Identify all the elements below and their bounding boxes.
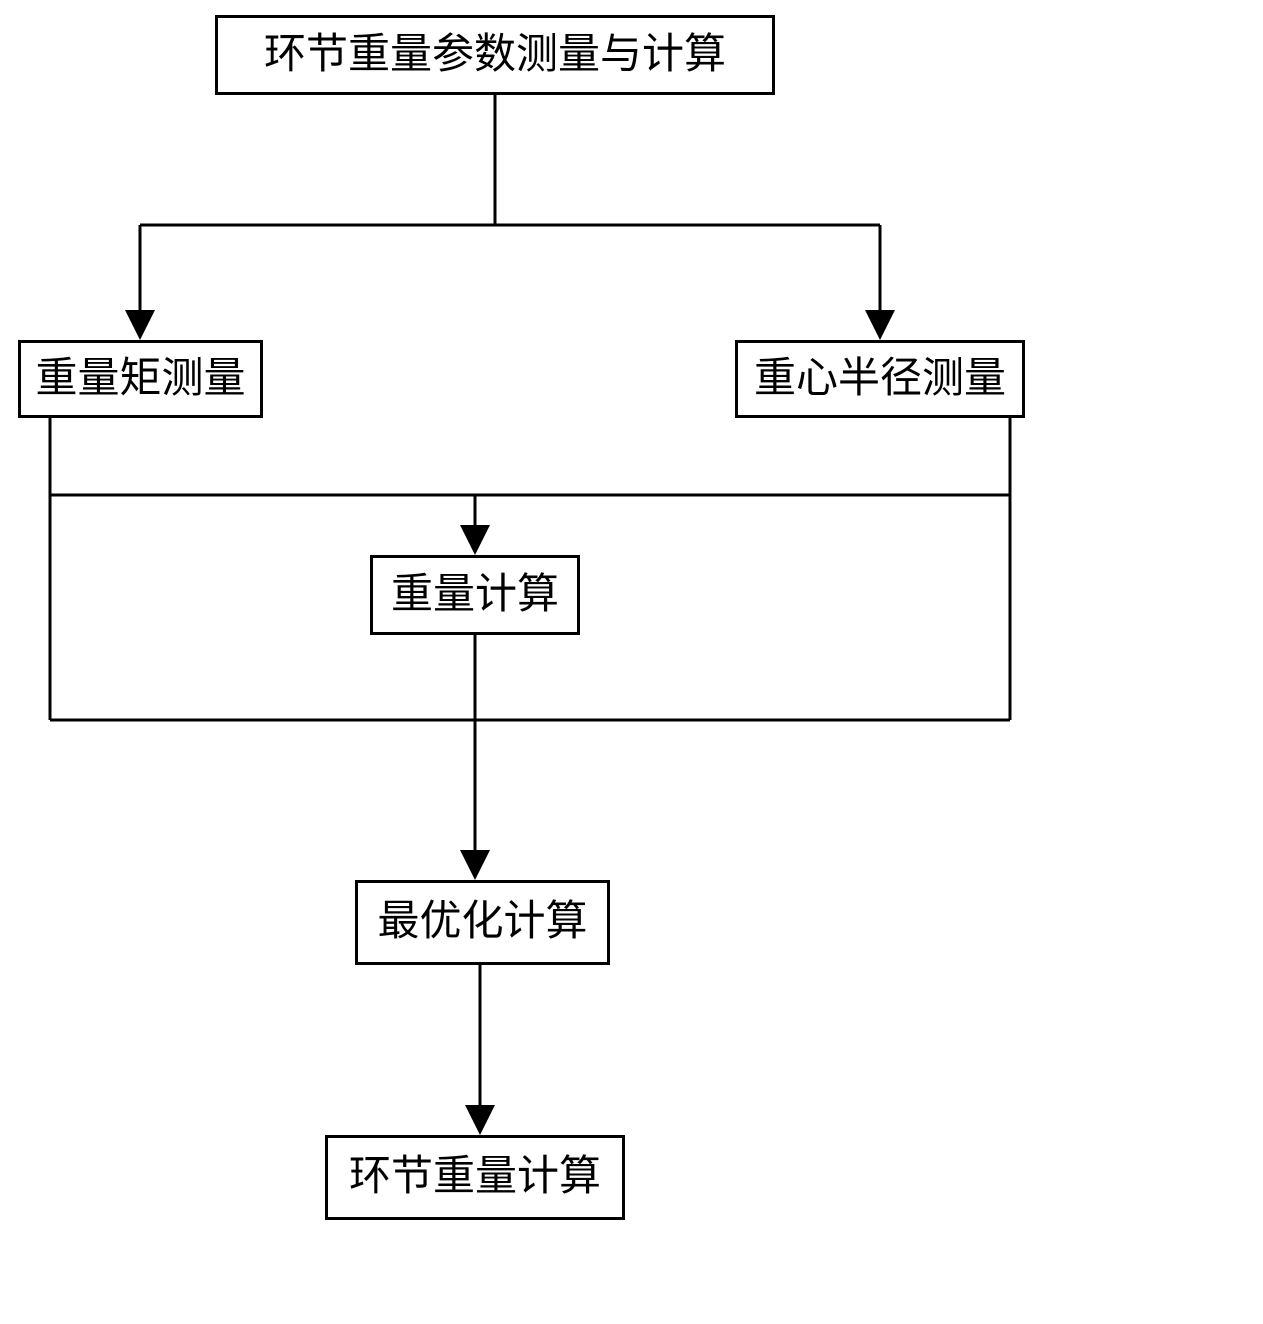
node-left-label: 重量矩测量 — [35, 354, 245, 404]
node-top-label: 环节重量参数测量与计算 — [264, 30, 726, 80]
flowchart-connectors — [0, 0, 1263, 1324]
node-weight-calc-label: 重量计算 — [391, 570, 559, 620]
node-link-weight: 环节重量计算 — [325, 1135, 625, 1220]
node-right-label: 重心半径测量 — [754, 354, 1006, 404]
node-optimization-label: 最优化计算 — [377, 897, 587, 947]
node-link-weight-label: 环节重量计算 — [349, 1152, 601, 1202]
node-right: 重心半径测量 — [735, 340, 1025, 418]
node-weight-calc: 重量计算 — [370, 555, 580, 635]
node-top: 环节重量参数测量与计算 — [215, 15, 775, 95]
node-left: 重量矩测量 — [18, 340, 263, 418]
node-optimization: 最优化计算 — [355, 880, 610, 965]
